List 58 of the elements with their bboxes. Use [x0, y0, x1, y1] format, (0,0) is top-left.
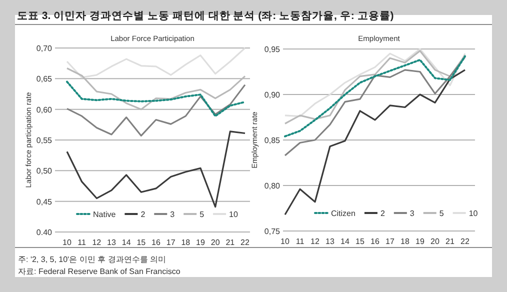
x-tick-label: 10 — [62, 238, 72, 247]
legend-label: Citizen — [331, 209, 356, 218]
x-tick-label: 16 — [152, 238, 161, 247]
legend-label: 3 — [410, 209, 415, 218]
legend-label: 5 — [439, 209, 444, 218]
x-tick-label: 13 — [326, 237, 335, 246]
x-tick-label: 19 — [416, 237, 425, 246]
line-series — [284, 56, 466, 156]
text: 도표 3. 이민자 경과연수별 노동 패턴에 대한 분석 (좌: 노동참가율, 우: 고용률) — [17, 10, 394, 22]
line-series — [66, 130, 246, 208]
line-series — [66, 80, 246, 118]
x-tick-label: 13 — [107, 238, 116, 247]
y-tick-label: 0,50 — [36, 166, 53, 176]
legend-label: 2 — [140, 210, 146, 219]
y-tick-label: 0,45 — [36, 197, 53, 206]
y-tick-label: 0,90 — [264, 90, 281, 100]
x-tick-label: 20 — [210, 238, 220, 247]
y-tick-label: 0,80 — [264, 182, 281, 190]
x-tick-label: 17 — [386, 237, 395, 246]
line-series — [284, 55, 466, 138]
x-tick-label: 18 — [181, 238, 191, 247]
x-tick-label: 20 — [430, 237, 440, 246]
line-series — [66, 84, 246, 137]
legend-label: 2 — [380, 209, 386, 218]
x-tick-label: 22 — [240, 238, 250, 247]
y-tick-label: 0,75 — [264, 227, 281, 236]
legend-label: Native — [93, 210, 116, 219]
x-tick-label: 21 — [446, 237, 455, 246]
x-tick-label: 12 — [310, 237, 320, 246]
legend-label: 10 — [229, 210, 238, 219]
x-tick-label: 10 — [280, 237, 290, 246]
x-tick-label: 12 — [92, 238, 102, 247]
x-tick-label: 17 — [166, 238, 176, 247]
y-tick-label: 0,55 — [36, 136, 53, 145]
x-tick-label: 15 — [356, 237, 365, 246]
x-tick-label: 18 — [400, 237, 410, 246]
y-tick-label: 0,60 — [36, 105, 53, 114]
legend-label: 3 — [170, 210, 176, 219]
x-tick-label: 11 — [296, 237, 305, 246]
line-series — [66, 47, 246, 78]
y-tick-label: 0,95 — [264, 45, 281, 54]
x-tick-label: 19 — [196, 238, 206, 247]
x-tick-label: 14 — [340, 237, 350, 246]
legend-label: 10 — [468, 209, 478, 218]
y-tick-label: 0,65 — [36, 74, 53, 84]
legend-label: 5 — [200, 210, 205, 219]
y-tick-label: 0,85 — [264, 136, 281, 145]
x-tick-label: 21 — [226, 238, 236, 247]
x-tick-label: 16 — [370, 237, 380, 246]
x-tick-label: 22 — [460, 237, 470, 246]
y-tick-label: 0,70 — [36, 44, 53, 53]
text: 주: '2, 3, 5, 10'은 이민 후 경과연수를 의미 — [18, 255, 166, 264]
x-tick-label: 14 — [122, 238, 132, 247]
text: 자료: Federal Reserve Bank of San Francisco — [18, 267, 181, 276]
x-tick-label: 15 — [136, 238, 146, 247]
line-series — [284, 69, 466, 216]
x-tick-label: 11 — [78, 238, 87, 247]
y-tick-label: 0.40 — [36, 228, 53, 237]
